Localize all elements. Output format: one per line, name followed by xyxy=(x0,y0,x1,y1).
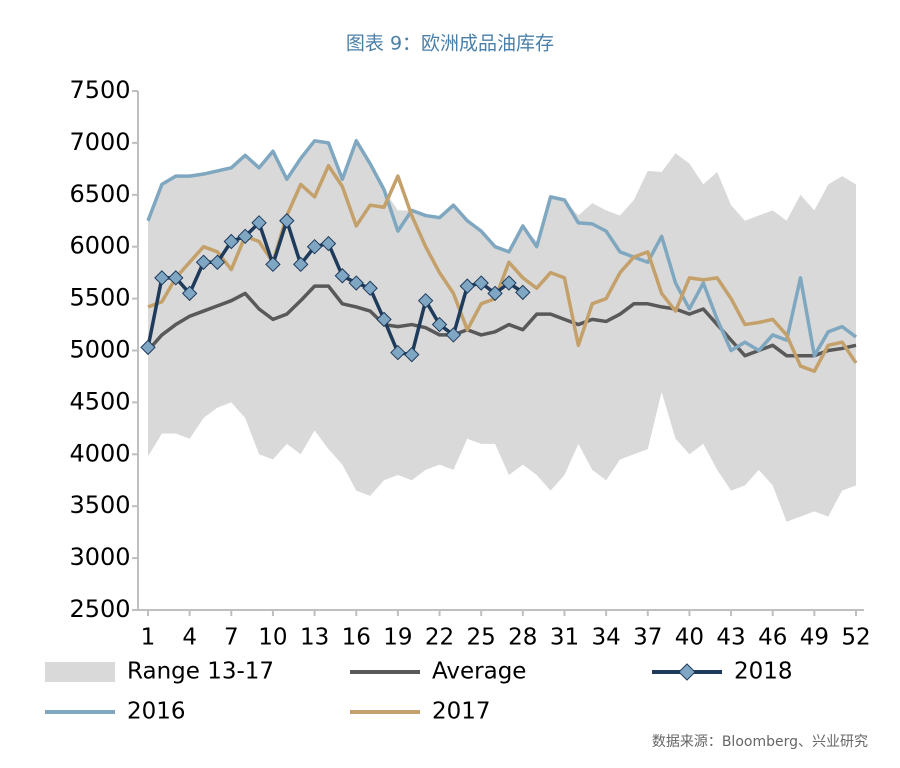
source-note: 数据来源：Bloomberg、兴业研究 xyxy=(652,734,868,750)
marker xyxy=(292,256,309,273)
x-tick-label: 46 xyxy=(758,625,787,651)
marker xyxy=(431,316,448,333)
marker xyxy=(515,284,531,301)
y-tick-label: 6000 xyxy=(69,232,130,260)
marker xyxy=(404,346,420,363)
marker xyxy=(279,213,295,229)
marker xyxy=(181,285,198,302)
legend-label: Average xyxy=(432,659,526,685)
y-tick-label: 7500 xyxy=(69,76,130,104)
legend-label: 2017 xyxy=(432,699,491,725)
range-area xyxy=(148,140,856,522)
y-tick-label: 4000 xyxy=(69,439,130,467)
marker xyxy=(195,254,212,270)
x-tick-label: 43 xyxy=(716,625,745,651)
x-tick-label: 31 xyxy=(550,625,579,651)
x-tick-label: 52 xyxy=(841,625,870,651)
marker xyxy=(306,238,323,255)
x-tick-label: 19 xyxy=(383,625,412,651)
marker xyxy=(390,344,406,361)
x-tick-label: 1 xyxy=(141,625,156,651)
legend-swatch xyxy=(45,662,115,682)
series-line xyxy=(147,163,858,374)
x-tick-label: 22 xyxy=(425,625,454,651)
x-tick-label: 13 xyxy=(300,625,329,651)
marker xyxy=(459,278,476,294)
marker xyxy=(140,339,156,356)
marker xyxy=(487,285,503,302)
legend-label: 2018 xyxy=(734,659,793,685)
y-tick-label: 6500 xyxy=(69,180,130,208)
series-line xyxy=(146,139,858,358)
x-tick-label: 28 xyxy=(508,625,537,651)
y-tick-label: 3500 xyxy=(69,491,130,519)
y-tick-label: 2500 xyxy=(69,595,130,623)
x-tick-label: 49 xyxy=(800,625,829,651)
x-tick-label: 25 xyxy=(467,625,496,651)
y-tick-label: 4500 xyxy=(69,387,130,415)
y-tick-label: 7000 xyxy=(69,128,130,156)
marker xyxy=(320,235,337,252)
marker xyxy=(168,270,184,286)
marker xyxy=(501,275,517,291)
chart-title: 图表 9：欧洲成品油库存 xyxy=(346,33,554,55)
legend-marker xyxy=(678,663,696,681)
marker xyxy=(154,270,170,286)
legend-label: 2016 xyxy=(127,699,186,725)
marker xyxy=(445,327,462,343)
marker xyxy=(473,275,489,291)
x-tick-label: 34 xyxy=(591,625,620,651)
x-tick-label: 4 xyxy=(182,625,197,651)
marker xyxy=(376,311,392,328)
marker xyxy=(237,228,253,245)
y-tick-label: 5000 xyxy=(69,336,130,364)
marker xyxy=(417,292,434,309)
x-tick-label: 7 xyxy=(224,625,239,651)
marker xyxy=(209,254,226,270)
legend-label: Range 13-17 xyxy=(127,659,274,685)
marker xyxy=(223,233,240,250)
marker xyxy=(334,268,351,284)
marker xyxy=(362,280,378,296)
marker xyxy=(265,256,281,273)
x-tick-label: 16 xyxy=(342,625,371,651)
y-tick-label: 5500 xyxy=(69,284,130,312)
x-tick-label: 40 xyxy=(675,625,704,651)
y-tick-label: 3000 xyxy=(69,543,130,571)
x-tick-label: 10 xyxy=(258,625,287,651)
x-tick-label: 37 xyxy=(633,625,662,651)
marker xyxy=(348,275,364,291)
marker xyxy=(251,215,267,231)
